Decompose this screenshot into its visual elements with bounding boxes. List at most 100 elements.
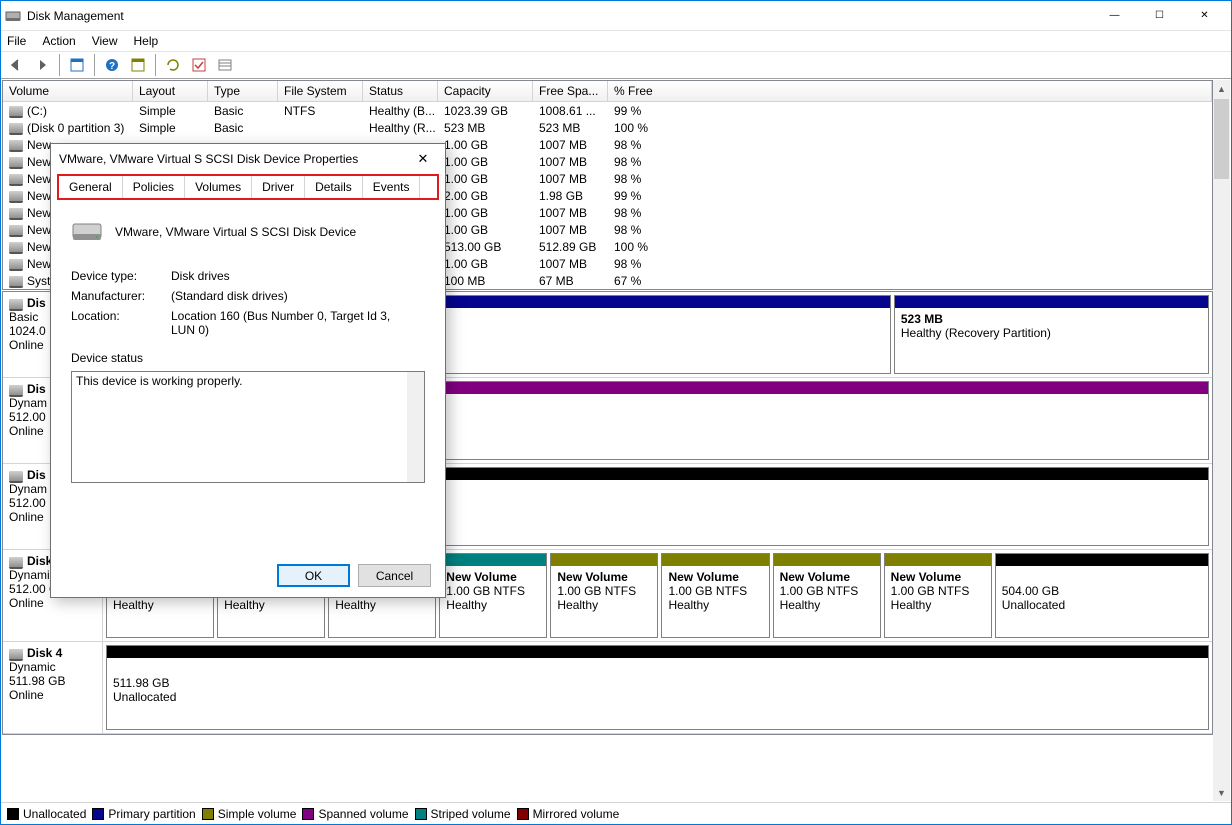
volume-header: Volume Layout Type File System Status Ca… (3, 81, 1212, 102)
disk-row[interactable]: Disk 4Dynamic511.98 GBOnline511.98 GBUna… (3, 642, 1212, 734)
partition-color-bar (895, 296, 1208, 308)
partition[interactable]: 523 MBHealthy (Recovery Partition) (894, 295, 1209, 374)
partition[interactable]: New Volume1.00 GB NTFSHealthy (773, 553, 881, 638)
scroll-up-button[interactable]: ▲ (1213, 80, 1230, 97)
partition-info: New Volume1.00 GB NTFSHealthy (440, 566, 546, 637)
partition-color-bar (331, 468, 1208, 480)
legend-item: Primary partition (92, 807, 195, 821)
disk-partitions: 511.98 GBUnallocated (103, 642, 1212, 733)
location-label: Location: (71, 309, 171, 337)
help-button[interactable]: ? (101, 54, 123, 76)
close-button[interactable]: ✕ (1182, 1, 1227, 30)
partition[interactable]: 511.98 GBUnallocated (106, 645, 1209, 730)
toolbar: ? (1, 51, 1231, 79)
partition[interactable]: New Volume1.00 GB NTFSHealthy (439, 553, 547, 638)
forward-button[interactable] (31, 54, 53, 76)
check-button[interactable] (188, 54, 210, 76)
partition-color-bar (774, 554, 880, 566)
properties-dialog: VMware, VMware Virtual S SCSI Disk Devic… (50, 143, 446, 598)
cancel-button[interactable]: Cancel (358, 564, 431, 587)
legend: Unallocated Primary partition Simple volum… (1, 802, 1231, 824)
partition-color-bar (551, 554, 657, 566)
device-type-value: Disk drives (171, 269, 230, 283)
col-volume[interactable]: Volume (3, 81, 133, 102)
window-controls: — ☐ ✕ (1092, 1, 1227, 30)
maximize-button[interactable]: ☐ (1137, 1, 1182, 30)
partition[interactable]: New Volume1.00 GB NTFSHealthy (550, 553, 658, 638)
refresh-button[interactable] (162, 54, 184, 76)
col-status[interactable]: Status (363, 81, 438, 102)
content-scrollbar[interactable]: ▲ ▼ (1213, 80, 1230, 801)
legend-item: Striped volume (415, 807, 511, 821)
device-status-text: This device is working properly. (76, 374, 243, 388)
partition[interactable]: 504.00 GBUnallocated (995, 553, 1209, 638)
col-pct[interactable]: % Free (608, 81, 1212, 102)
disk-drive-icon (71, 214, 103, 249)
col-type[interactable]: Type (208, 81, 278, 102)
partition-info: New Volume1.00 GB NTFSHealthy (551, 566, 657, 637)
partition-color-bar (107, 646, 1208, 658)
list-button[interactable] (214, 54, 236, 76)
col-free[interactable]: Free Spa... (533, 81, 608, 102)
partition[interactable]: New Volume1.00 GB NTFSHealthy (661, 553, 769, 638)
back-button[interactable] (5, 54, 27, 76)
legend-item: Spanned volume (302, 807, 408, 821)
dialog-tabs: General Policies Volumes Driver Details … (57, 174, 439, 200)
menu-file[interactable]: File (7, 34, 26, 48)
partition-color-bar (885, 554, 991, 566)
volume-row[interactable]: (C:) Simple Basic NTFS Healthy (B... 102… (3, 102, 1212, 119)
legend-item: Unallocated (7, 807, 86, 821)
tab-volumes[interactable]: Volumes (185, 176, 252, 198)
device-status-label: Device status (71, 351, 425, 365)
partition[interactable]: New Volume1.00 GB NTFSHealthy (884, 553, 992, 638)
partition-color-bar (662, 554, 768, 566)
col-capacity[interactable]: Capacity (438, 81, 533, 102)
menu-action[interactable]: Action (42, 34, 75, 48)
partition-color-bar (996, 554, 1208, 566)
partition-info: 504.00 GBUnallocated (996, 566, 1208, 637)
minimize-button[interactable]: — (1092, 1, 1137, 30)
dialog-buttons: OK Cancel (277, 564, 431, 587)
dialog-title: VMware, VMware Virtual S SCSI Disk Devic… (59, 152, 409, 166)
app-icon (5, 8, 21, 24)
scroll-thumb[interactable] (1214, 99, 1229, 179)
partition-info: New Volume1.00 GB NTFSHealthy (662, 566, 768, 637)
partition-info: 523 MBHealthy (Recovery Partition) (895, 308, 1208, 373)
partition-info: New Volume1.00 GB NTFSHealthy (885, 566, 991, 637)
main-window: Disk Management — ☐ ✕ File Action View H… (0, 0, 1232, 825)
view-button[interactable] (66, 54, 88, 76)
device-status-box: This device is working properly. (71, 371, 425, 483)
ok-button[interactable]: OK (277, 564, 350, 587)
menu-view[interactable]: View (92, 34, 118, 48)
svg-text:?: ? (109, 61, 115, 72)
dialog-close-button[interactable]: ✕ (409, 149, 437, 169)
col-layout[interactable]: Layout (133, 81, 208, 102)
tab-events[interactable]: Events (363, 176, 421, 198)
partition[interactable]: 510.00 GBUnallocated (330, 467, 1209, 546)
device-type-label: Device type: (71, 269, 171, 283)
menu-help[interactable]: Help (134, 34, 159, 48)
device-name: VMware, VMware Virtual S SCSI Disk Devic… (115, 225, 356, 239)
tab-general[interactable]: General (59, 176, 123, 198)
partition-color-bar (440, 554, 546, 566)
legend-item: Simple volume (202, 807, 297, 821)
col-fs[interactable]: File System (278, 81, 363, 102)
legend-item: Mirrored volume (517, 807, 620, 821)
tab-details[interactable]: Details (305, 176, 363, 198)
scroll-down-button[interactable]: ▼ (1213, 784, 1230, 801)
partition-info: 511.98 GBUnallocated (107, 658, 1208, 729)
tab-policies[interactable]: Policies (123, 176, 185, 198)
window-title: Disk Management (27, 9, 1092, 23)
dialog-titlebar: VMware, VMware Virtual S SCSI Disk Devic… (51, 144, 445, 174)
volume-row[interactable]: (Disk 0 partition 3) Simple Basic Health… (3, 119, 1212, 136)
tab-driver[interactable]: Driver (252, 176, 305, 198)
titlebar: Disk Management — ☐ ✕ (1, 1, 1231, 31)
status-scrollbar[interactable] (407, 372, 424, 482)
dialog-body: VMware, VMware Virtual S SCSI Disk Devic… (51, 200, 445, 497)
partition-info: 510.00 GBUnallocated (331, 480, 1208, 545)
manufacturer-label: Manufacturer: (71, 289, 171, 303)
manufacturer-value: (Standard disk drives) (171, 289, 288, 303)
location-value: Location 160 (Bus Number 0, Target Id 3,… (171, 309, 391, 337)
settings-button[interactable] (127, 54, 149, 76)
disk-label: Disk 4Dynamic511.98 GBOnline (3, 642, 103, 733)
